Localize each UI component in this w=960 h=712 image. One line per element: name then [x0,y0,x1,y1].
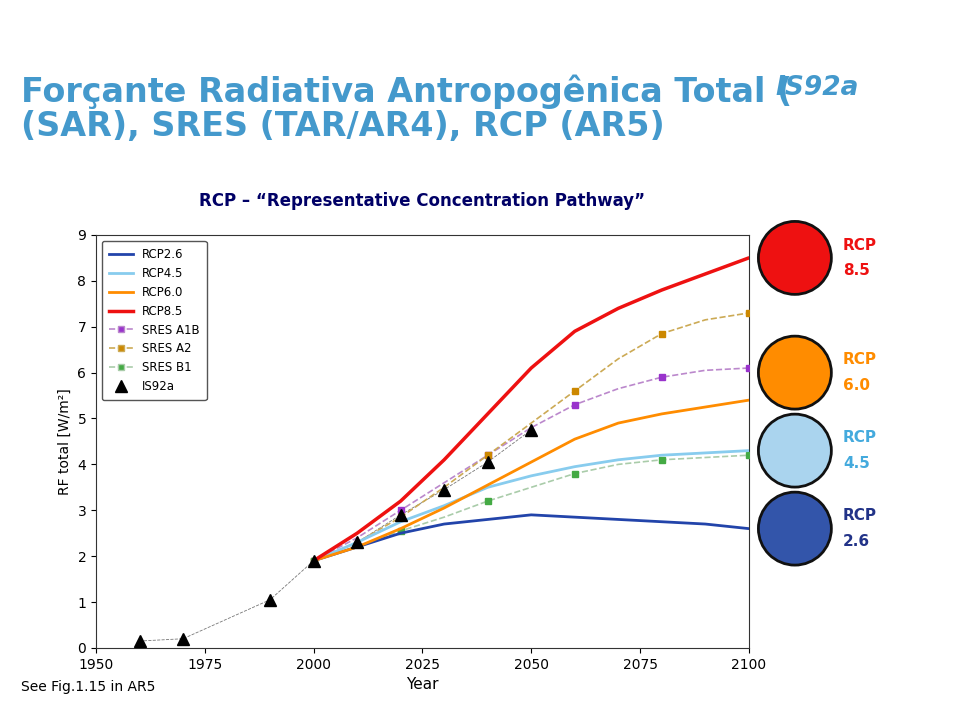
Text: RCP: RCP [843,430,876,445]
Text: 6.0: 6.0 [843,378,870,393]
Legend: RCP2.6, RCP4.5, RCP6.0, RCP8.5, SRES A1B, SRES A2, SRES B1, IS92a: RCP2.6, RCP4.5, RCP6.0, RCP8.5, SRES A1B… [102,241,206,400]
Text: IS92a: IS92a [776,75,859,101]
Y-axis label: RF total [W/m²]: RF total [W/m²] [58,388,72,495]
Text: RCP: RCP [843,238,876,253]
Text: (SAR), SRES (TAR/AR4), RCP (AR5): (SAR), SRES (TAR/AR4), RCP (AR5) [21,110,665,143]
Text: RCP – “Representative Concentration Pathway”: RCP – “Representative Concentration Path… [200,192,645,210]
Text: RCP: RCP [843,352,876,367]
Text: See Fig.1.15 in AR5: See Fig.1.15 in AR5 [21,680,156,694]
Text: RCP: RCP [843,508,876,523]
Text: Forçante Radiativa Antropogênica Total (: Forçante Radiativa Antropogênica Total ( [21,75,792,109]
Text: 4.5: 4.5 [843,456,870,471]
Text: 8.5: 8.5 [843,263,870,278]
X-axis label: Year: Year [406,677,439,692]
Text: 2.6: 2.6 [843,534,870,549]
